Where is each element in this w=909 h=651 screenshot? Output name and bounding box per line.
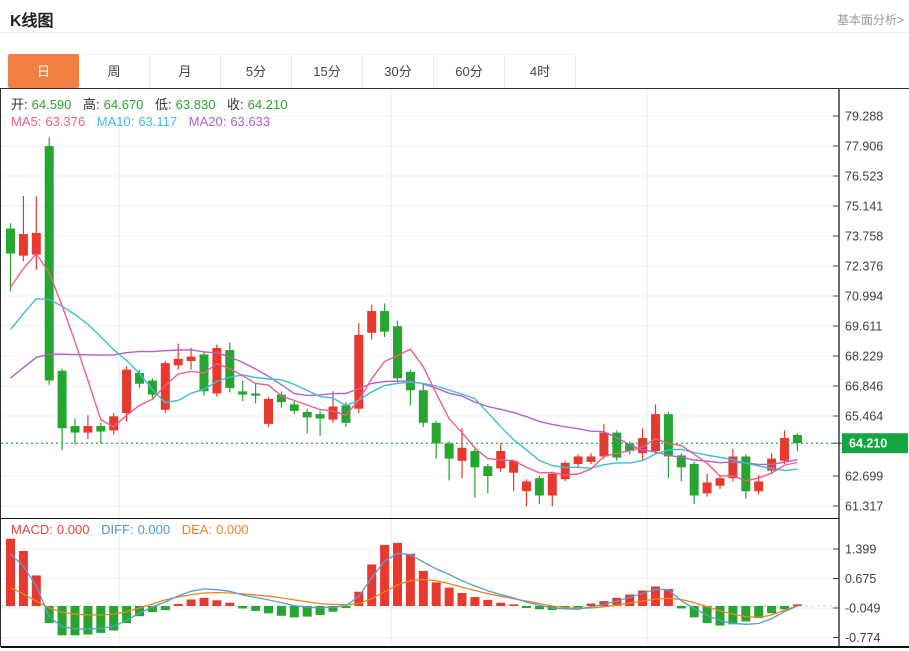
low-label: 低: <box>155 97 172 112</box>
panel-divider <box>1 518 839 519</box>
ma10-label: MA10: <box>96 114 135 129</box>
tab-day[interactable]: 日 <box>8 54 79 88</box>
chart-bottom-border <box>1 646 909 648</box>
svg-text:66.846: 66.846 <box>845 380 883 394</box>
svg-text:-0.774: -0.774 <box>845 631 880 645</box>
period-tab-bar: 日 周 月 5分 15分 30分 60分 4时 <box>8 54 576 88</box>
tab-60min[interactable]: 60分 <box>434 54 505 88</box>
svg-text:72.376: 72.376 <box>845 260 883 274</box>
low-value: 63.830 <box>175 97 216 112</box>
ma-legend: MA5: 63.376 MA10: 63.117 MA20: 63.633 <box>11 114 278 129</box>
high-value: 64.670 <box>103 97 144 112</box>
dea-label: DEA: <box>181 522 213 537</box>
tab-30min[interactable]: 30分 <box>363 54 434 88</box>
svg-text:62.699: 62.699 <box>845 470 883 484</box>
ohlc-legend: 开: 64.590 高: 64.670 低: 63.830 收: 64.210 <box>11 94 295 113</box>
tab-month[interactable]: 月 <box>150 54 221 88</box>
svg-text:77.906: 77.906 <box>845 139 883 153</box>
close-value: 64.210 <box>247 97 288 112</box>
close-label: 收: <box>227 97 244 112</box>
tab-5min[interactable]: 5分 <box>221 54 292 88</box>
svg-text:69.611: 69.611 <box>845 320 882 334</box>
diff-label: DIFF: <box>101 522 134 537</box>
svg-text:70.994: 70.994 <box>845 289 883 303</box>
tab-4hour[interactable]: 4时 <box>505 54 576 88</box>
svg-text:64.210: 64.210 <box>849 437 887 451</box>
svg-text:76.523: 76.523 <box>845 170 883 184</box>
macd-label: MACD: <box>11 522 53 537</box>
svg-text:79.288: 79.288 <box>845 110 883 124</box>
open-value: 64.590 <box>31 97 72 112</box>
tab-week[interactable]: 周 <box>79 54 150 88</box>
svg-text:0.675: 0.675 <box>845 572 876 586</box>
svg-text:75.141: 75.141 <box>845 199 883 213</box>
candlestick-chart: 79.288 77.906 76.523 75.141 73.758 72.376 70.9… <box>1 89 908 518</box>
fundamental-analysis-link[interactable]: 基本面分析> <box>836 13 904 27</box>
dea-value: 0.000 <box>216 522 249 537</box>
svg-text:-0.049: -0.049 <box>845 601 880 615</box>
high-label: 高: <box>83 97 100 112</box>
svg-text:1.399: 1.399 <box>845 542 876 556</box>
page-title: K线图 <box>10 13 54 30</box>
svg-text:73.758: 73.758 <box>845 230 883 244</box>
open-label: 开: <box>11 97 28 112</box>
macd-legend: MACD: 0.000 DIFF: 0.000 DEA: 0.000 <box>11 522 257 537</box>
svg-text:68.229: 68.229 <box>845 349 883 363</box>
header-divider <box>0 32 909 33</box>
diff-value: 0.000 <box>137 522 171 537</box>
kline-panel: 开: 64.590 高: 64.670 低: 63.830 收: 64.210 MA5:… <box>0 88 909 648</box>
ma5-label: MA5: <box>11 114 42 129</box>
tab-15min[interactable]: 15分 <box>292 54 363 88</box>
ma20-value: 63.633 <box>230 114 271 129</box>
svg-text:65.464: 65.464 <box>845 410 883 424</box>
ma5-value: 63.376 <box>45 114 86 129</box>
svg-text:61.317: 61.317 <box>845 500 883 514</box>
ma20-label: MA20: <box>188 114 227 129</box>
macd-value: 0.000 <box>56 522 90 537</box>
macd-chart: 1.399 0.675 -0.049 -0.774 <box>1 518 880 646</box>
ma10-value: 63.117 <box>138 114 178 129</box>
